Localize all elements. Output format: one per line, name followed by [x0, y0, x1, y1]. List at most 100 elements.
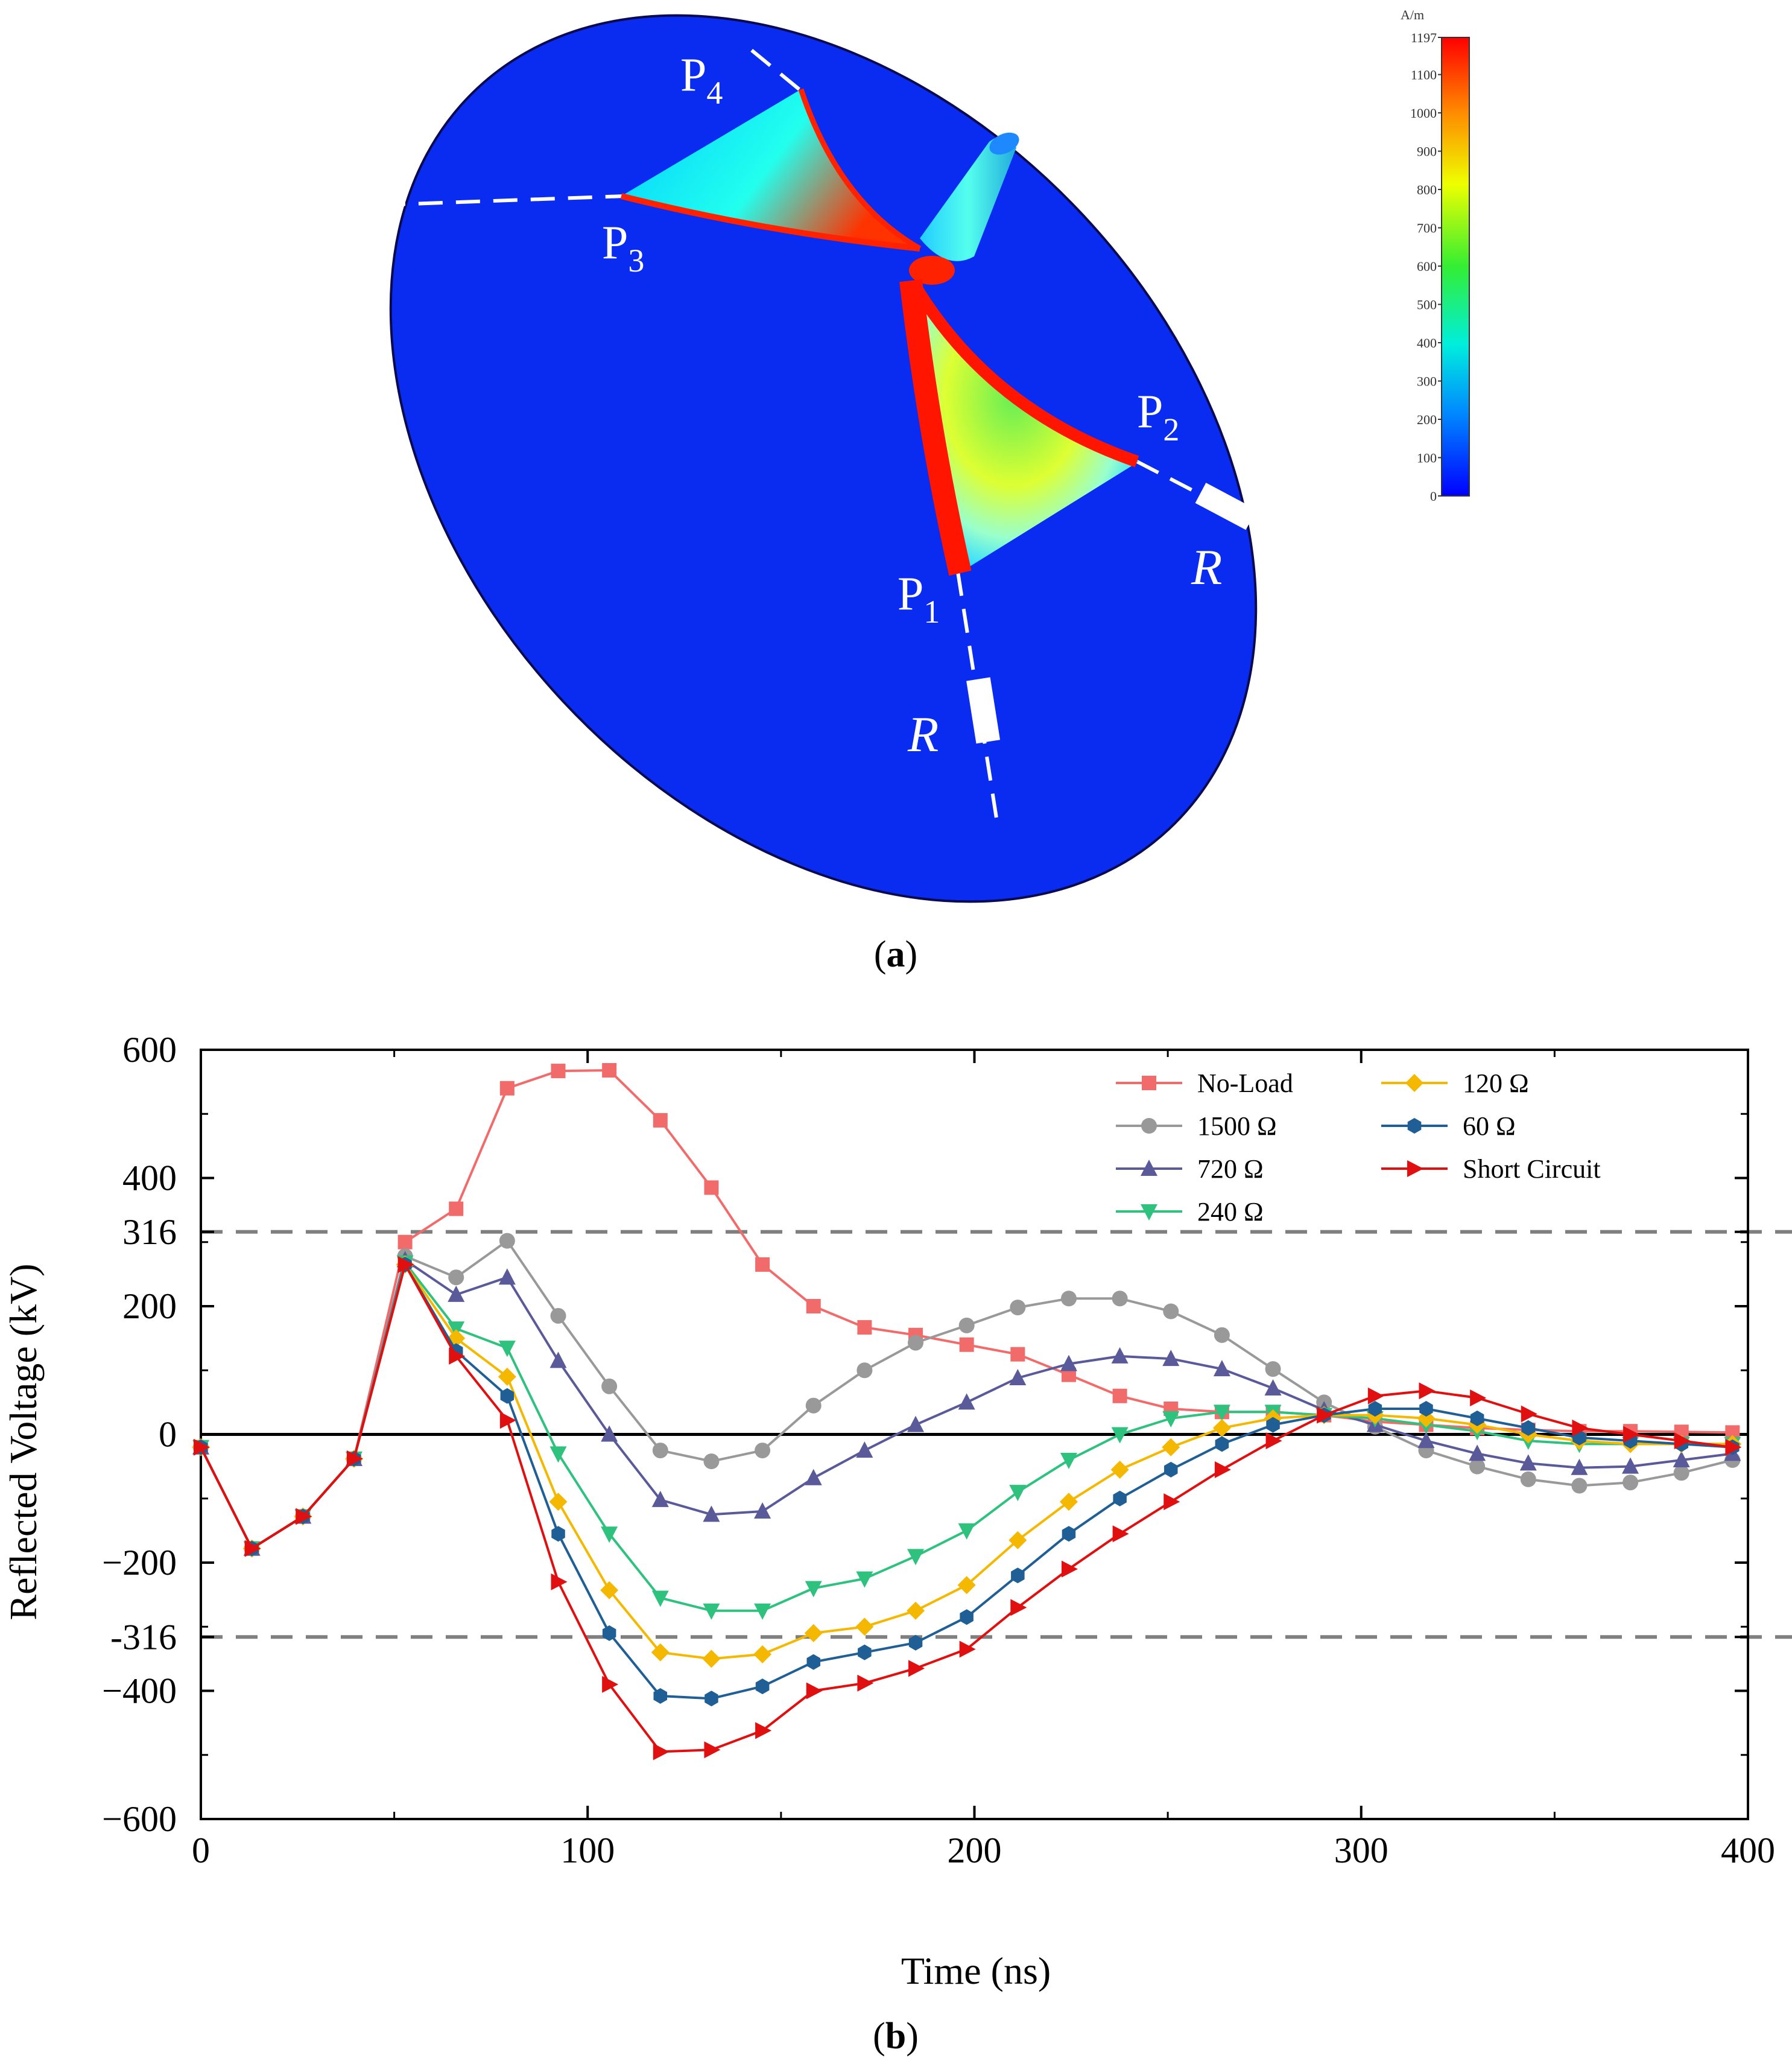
data-point: [856, 1362, 873, 1379]
legend-item: 60 Ω: [1381, 1111, 1516, 1141]
data-point: [958, 1523, 975, 1540]
ground-plate: [389, 14, 1258, 903]
feed-cylinder: [909, 132, 1019, 285]
data-point: [857, 1674, 874, 1692]
data-point: [1111, 1427, 1129, 1444]
series-4: [192, 1255, 1742, 1668]
data-point: [601, 1425, 618, 1442]
colorbar-tick-label: 800: [1417, 182, 1437, 197]
resistor-block-p1: [966, 677, 1001, 744]
data-point: [755, 1722, 772, 1739]
series-6: [194, 1256, 1742, 1761]
data-point: [1572, 1419, 1589, 1437]
data-point: [805, 1581, 822, 1598]
data-point: [1520, 1471, 1536, 1487]
data-point: [1367, 1387, 1384, 1405]
data-point: [602, 1063, 617, 1078]
data-point: [244, 1540, 261, 1557]
y-tick-label: -316: [110, 1617, 177, 1657]
reflected-voltage-chart: 0 100 200 300 400 −600 −400 -316 −200 0 200 316 400 6…: [2, 1030, 1792, 2057]
data-point: [1622, 1457, 1639, 1474]
caption-a: (a): [874, 934, 917, 975]
data-point: [551, 1526, 565, 1542]
legend-marker: [1405, 1074, 1423, 1092]
data-point: [907, 1415, 925, 1432]
data-point: [449, 1347, 466, 1365]
data-point: [1674, 1432, 1691, 1450]
legend-marker: [1141, 1204, 1157, 1221]
data-point: [651, 1490, 669, 1507]
legend-item: No-Load: [1116, 1068, 1293, 1098]
data-point: [1673, 1465, 1689, 1481]
data-point: [653, 1743, 670, 1761]
data-point: [1162, 1438, 1180, 1456]
data-point: [754, 1603, 771, 1620]
data-point: [600, 1581, 619, 1599]
data-point: [958, 1393, 975, 1410]
data-point: [602, 1675, 619, 1693]
colorbar-tick-label: 600: [1417, 259, 1437, 274]
data-point: [755, 1257, 770, 1272]
y-tick-label: −400: [102, 1671, 177, 1711]
data-point: [1164, 1461, 1178, 1478]
data-point: [1368, 1401, 1382, 1417]
data-point: [703, 1603, 720, 1620]
data-point: [498, 1367, 516, 1386]
upper-triangle-edge-2: [798, 88, 922, 251]
data-point: [1061, 1560, 1078, 1578]
legend-marker: [1407, 1160, 1423, 1177]
colorbar-tick-label: 900: [1417, 144, 1437, 159]
data-point: [855, 1618, 874, 1636]
data-point: [1317, 1406, 1334, 1424]
data-point: [1725, 1438, 1742, 1456]
data-point: [857, 1320, 872, 1335]
x-tick-label: 100: [560, 1830, 615, 1870]
data-point: [1112, 1291, 1128, 1307]
data-point: [1519, 1454, 1537, 1471]
data-point: [1009, 1369, 1027, 1385]
data-point: [1110, 1460, 1129, 1479]
data-point: [1112, 1388, 1127, 1403]
data-point: [652, 1443, 668, 1459]
data-point: [651, 1590, 669, 1607]
data-point: [1162, 1411, 1180, 1427]
data-point: [1571, 1458, 1588, 1475]
data-point: [498, 1268, 516, 1285]
y-tick-label: 0: [159, 1415, 177, 1455]
data-point: [449, 1201, 464, 1216]
data-point: [1162, 1350, 1180, 1367]
data-point: [957, 1576, 976, 1595]
data-point: [1010, 1347, 1025, 1362]
data-point: [703, 1453, 720, 1470]
legend-marker: [1142, 1076, 1156, 1090]
resistor-label-1: R: [1191, 539, 1222, 595]
data-point: [702, 1649, 721, 1668]
data-point: [1673, 1451, 1690, 1467]
data-point: [1623, 1426, 1640, 1443]
data-point: [1060, 1291, 1077, 1307]
data-point: [1113, 1490, 1127, 1507]
colorbar-tick-label: 200: [1417, 412, 1437, 427]
data-point: [549, 1493, 568, 1511]
data-point: [1470, 1389, 1487, 1406]
legend: No-Load 1500 Ω 720 Ω 240 Ω 120 Ω 60 Ω Short Ci…: [1116, 1068, 1601, 1227]
y-tick-label: 400: [122, 1158, 177, 1198]
data-point: [296, 1508, 312, 1525]
data-point: [1008, 1531, 1027, 1549]
legend-label: 120 Ω: [1463, 1068, 1529, 1098]
data-point: [1011, 1567, 1025, 1584]
data-point: [1417, 1432, 1435, 1449]
x-tick-label: 0: [192, 1830, 210, 1870]
data-point: [1469, 1458, 1486, 1475]
data-point: [1010, 1300, 1026, 1316]
data-point: [804, 1624, 823, 1642]
data-point: [549, 1446, 567, 1463]
data-point: [448, 1269, 464, 1286]
data-point: [1060, 1453, 1077, 1469]
upper-triangle-conductor: [621, 89, 917, 247]
upper-triangle-edge: [620, 193, 920, 252]
data-point: [1521, 1405, 1537, 1423]
data-point: [1419, 1382, 1436, 1400]
colorbar-tick-label: 100: [1417, 451, 1437, 466]
